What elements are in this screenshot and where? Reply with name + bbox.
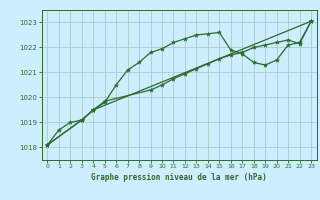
X-axis label: Graphe pression niveau de la mer (hPa): Graphe pression niveau de la mer (hPa) (91, 173, 267, 182)
